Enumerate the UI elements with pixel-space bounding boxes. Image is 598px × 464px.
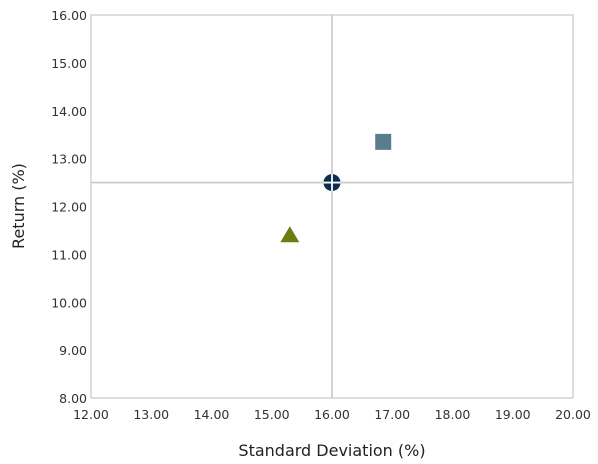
x-axis-ticks: 12.00 13.00 14.00 15.00 16.00 17.00 18.00 19.00… — [73, 407, 591, 422]
data-point-square — [375, 133, 392, 150]
x-tick-label: 16.00 — [314, 407, 350, 422]
y-tick-label: 12.00 — [51, 200, 87, 215]
data-points — [280, 133, 392, 243]
x-axis-title: Standard Deviation (%) — [238, 441, 425, 460]
y-axis-title: Return (%) — [9, 163, 28, 249]
y-tick-label: 8.00 — [59, 391, 87, 406]
plot-area: 12.00 13.00 14.00 15.00 16.00 17.00 18.00 19.00… — [51, 8, 591, 422]
data-point-circle-cross — [323, 174, 341, 192]
x-tick-label: 17.00 — [374, 407, 410, 422]
y-tick-label: 10.00 — [51, 295, 87, 310]
y-tick-label: 16.00 — [51, 8, 87, 23]
x-tick-label: 18.00 — [435, 407, 471, 422]
data-point-triangle — [280, 226, 300, 243]
y-tick-label: 11.00 — [51, 247, 87, 262]
x-tick-label: 14.00 — [194, 407, 230, 422]
y-tick-label: 9.00 — [59, 343, 87, 358]
x-tick-label: 20.00 — [555, 407, 591, 422]
x-tick-label: 15.00 — [254, 407, 290, 422]
y-axis-ticks: 8.00 9.00 10.00 11.00 12.00 13.00 14.00 15.00 16… — [51, 8, 87, 406]
y-tick-label: 15.00 — [51, 56, 87, 71]
x-tick-label: 19.00 — [495, 407, 531, 422]
x-tick-label: 13.00 — [133, 407, 169, 422]
x-tick-label: 12.00 — [73, 407, 109, 422]
y-tick-label: 13.00 — [51, 152, 87, 167]
y-tick-label: 14.00 — [51, 104, 87, 119]
